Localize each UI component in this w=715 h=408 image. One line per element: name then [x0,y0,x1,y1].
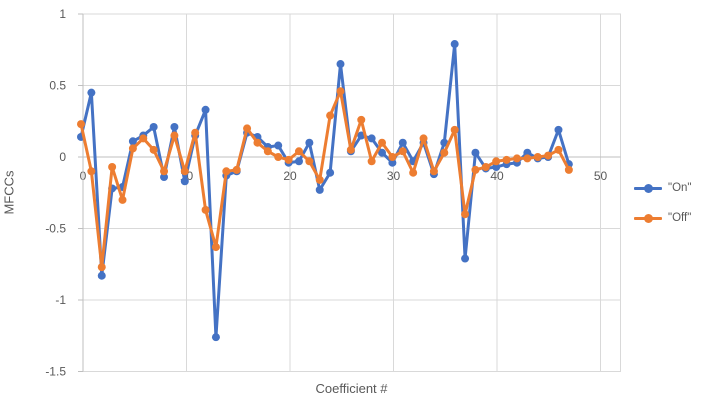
series-on-point-40 [492,163,501,172]
legend: "On" "Off" [634,177,692,237]
series-off-point-6 [139,134,148,143]
series-off-point-32 [409,168,418,177]
series-off-point-11 [191,128,200,137]
x-tick-label: 50 [594,169,608,183]
series-on-point-46 [554,125,563,134]
series-on-point-8 [160,173,169,182]
series-on-point-23 [315,185,324,194]
series-off-point-29 [378,138,387,147]
series-off-point-37 [461,210,470,219]
x-tick-label: 20 [283,169,297,183]
series-on-point-5 [128,137,137,146]
series-off-point-24 [326,111,335,120]
x-tick-label: 30 [387,169,401,183]
series-off-point-1 [87,167,96,176]
series-off-point-14 [222,167,231,176]
series-on-point-24 [326,168,335,177]
series-off-point-35 [440,148,449,157]
y-tick-label: 0 [59,150,66,164]
series-on-point-10 [180,177,189,186]
series-off-point-12 [201,205,210,214]
y-tick-label: -1.5 [45,365,66,379]
series-off-point-23 [315,175,324,184]
series-off-point-22 [305,157,314,166]
series-on-point-30 [388,158,397,167]
series-on-point-19 [274,141,283,150]
series-off-point-10 [180,167,189,176]
series-off-point-8 [160,167,169,176]
series-on-point-43 [523,148,532,157]
series-on-point-38 [471,148,480,157]
series-off [77,87,573,272]
series-off-point-45 [544,151,553,160]
series-on-point-1 [87,88,96,97]
series-off-point-18 [263,147,272,156]
series-off-point-38 [471,165,480,174]
series-off-point-17 [253,138,262,147]
series-on-line [79,42,571,339]
series-off-point-25 [336,87,345,96]
series-on-point-21 [294,157,303,166]
series-off-point-46 [554,145,563,154]
series-off-point-42 [512,154,521,163]
series-on-point-12 [201,105,210,114]
series-off-point-41 [502,155,511,164]
legend-label-on: "On" [668,182,692,194]
series-off-point-47 [564,165,573,174]
series-off-point-31 [398,147,407,156]
series-off-point-3 [108,163,117,172]
series-off-point-43 [523,154,532,163]
y-axis-title: MFCCs [1,170,17,215]
series-off-point-44 [533,153,542,161]
series-off-point-26 [346,145,355,154]
y-tick-label: 0.5 [49,79,66,93]
series-off-point-27 [357,115,366,124]
series-on-point-37 [461,254,470,263]
y-tick-label: 1 [59,7,66,21]
series-on-point-9 [170,122,179,131]
series-on-point-29 [378,148,387,157]
series-off-point-5 [128,144,137,153]
x-axis-title: Coefficient # [315,381,388,396]
off-series-marker-icon [634,213,662,223]
series-off-point-4 [118,195,127,204]
series-on-point-31 [398,138,407,147]
series-off-point-40 [492,157,501,166]
series-off-point-9 [170,131,179,140]
series-off-point-28 [367,157,376,166]
series-on-point-2 [97,271,106,280]
series-on-point-13 [211,333,220,342]
on-series-marker-icon [634,183,662,193]
series-off-point-21 [294,147,303,156]
series-off-point-0 [77,120,85,129]
y-tick-label: -0.5 [45,222,66,236]
series-off-point-13 [211,243,220,252]
series-on-point-22 [305,138,314,147]
plot-border [82,13,621,372]
legend-item-on[interactable]: "On" [634,177,692,199]
legend-label-off: "Off" [668,212,692,224]
series-on-point-28 [367,134,376,143]
series-off-point-34 [429,167,438,176]
series-off-point-7 [149,145,158,154]
series-off-point-16 [243,124,252,133]
series-off-point-36 [450,125,459,134]
series-off-point-30 [388,153,397,161]
series-off-point-15 [232,165,241,174]
series-on-point-36 [450,40,459,49]
series-on-point-7 [149,122,158,131]
series-on-point-25 [336,60,345,69]
legend-item-off[interactable]: "Off" [634,207,692,229]
series-off-point-2 [97,263,106,272]
x-tick-label: 40 [490,169,504,183]
series-off-point-20 [284,155,293,164]
series-off-point-39 [481,163,490,172]
series-off-point-19 [274,153,283,161]
series-off-point-33 [419,134,428,143]
y-tick-label: -1 [55,293,66,307]
